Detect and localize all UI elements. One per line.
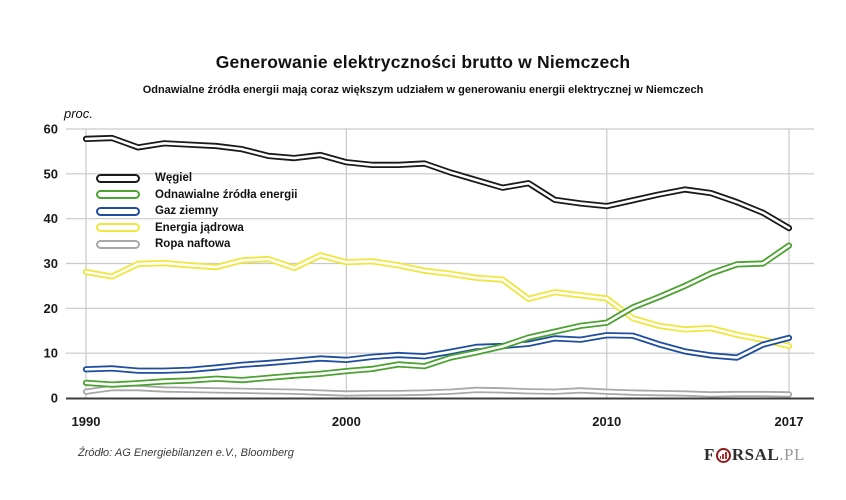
- legend-label: Odnawialne źródła energii: [155, 188, 298, 201]
- x-tick-label: 2017: [775, 414, 804, 429]
- y-tick-label: 10: [44, 346, 58, 361]
- y-tick-label: 0: [51, 391, 58, 406]
- page-title: Generowanie elektryczności brutto w Niem…: [215, 52, 631, 72]
- series-line-core-energia-j-drowa: [84, 254, 791, 348]
- legend: Węgiel Odnawialne źródła energii Gaz ziemn…: [96, 172, 298, 250]
- legend-item: Gaz ziemny: [96, 205, 298, 217]
- logo-letters-rsal: RSAL: [731, 445, 780, 464]
- legend-label: Energia jądrowa: [155, 221, 244, 234]
- logo-chart-circle-icon: [715, 447, 731, 463]
- logo-letter-f: F: [704, 445, 715, 464]
- y-tick-label: 40: [44, 211, 58, 226]
- series-line-energia-j-drowa: [82, 252, 793, 350]
- legend-label: Ropa naftowa: [155, 238, 231, 250]
- legend-swatch-icon: [96, 223, 140, 232]
- legend-item: Energia jądrowa: [96, 222, 298, 234]
- legend-item: Węgiel: [96, 172, 298, 184]
- legend-swatch-icon: [96, 239, 140, 249]
- x-tick-label: 2000: [332, 414, 361, 429]
- forsal-logo: F RSAL .PL: [704, 445, 805, 465]
- y-tick-label: 30: [44, 256, 58, 271]
- logo-tld: .PL: [779, 445, 805, 464]
- y-axis-unit-label: proc.: [64, 106, 93, 121]
- legend-label: Gaz ziemny: [155, 205, 219, 217]
- series-line-core-ropa-naftowa: [84, 386, 791, 396]
- legend-item: Ropa naftowa: [96, 238, 298, 250]
- series-line-core-w-giel: [84, 136, 791, 230]
- y-tick-label: 50: [44, 166, 58, 181]
- legend-item: Odnawialne źródła energii: [96, 189, 298, 201]
- x-tick-label: 2010: [592, 414, 621, 429]
- y-tick-label: 60: [44, 122, 58, 137]
- series-line-core-odnawialne-r-d-a-energii: [84, 244, 791, 386]
- page-subtitle: Odnawialne źródła energii mają coraz wię…: [142, 84, 704, 96]
- legend-swatch-icon: [96, 206, 140, 216]
- legend-label: Węgiel: [155, 172, 193, 184]
- y-tick-label: 20: [44, 301, 58, 316]
- source-text: Źródło: AG Energiebilanzen e.V., Bloombe…: [78, 447, 294, 459]
- x-tick-label: 1990: [72, 414, 101, 429]
- legend-swatch-icon: [96, 173, 140, 183]
- legend-swatch-icon: [96, 190, 140, 199]
- series-line-core-gaz-ziemny: [84, 333, 791, 373]
